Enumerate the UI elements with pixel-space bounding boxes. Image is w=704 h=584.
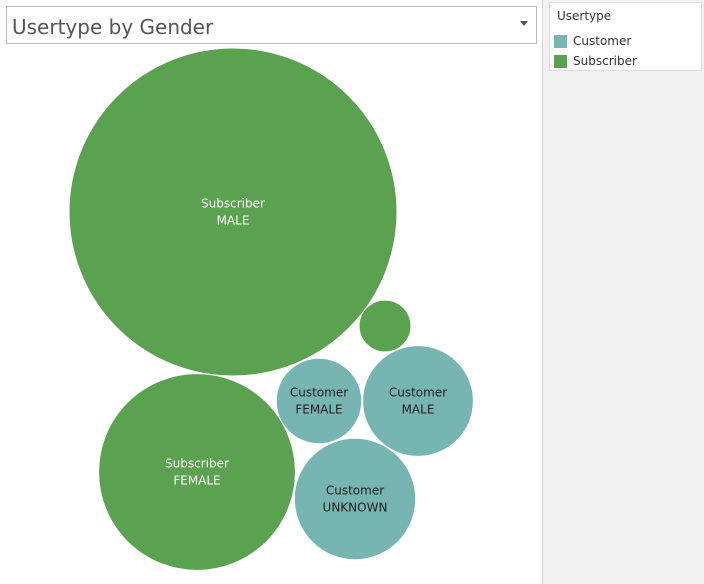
bubble-label-customer-female-1: FEMALE [295,403,342,417]
bubble-label-customer-unknown-1: UNKNOWN [323,501,388,515]
bubble-customer-unknown[interactable] [293,437,417,561]
legend-swatch-customer [554,35,567,48]
bubble-customer-female[interactable] [275,357,363,445]
side-panel: Usertype Customer Subscriber [543,0,704,584]
bubble-label-customer-female-0: Customer [290,386,348,400]
legend-swatch-subscriber [554,55,567,68]
legend-label-subscriber: Subscriber [573,54,637,68]
bubble-subscriber-unknown[interactable] [358,299,412,353]
legend-label-customer: Customer [573,34,632,48]
dropdown-arrow-icon[interactable] [520,21,528,26]
bubble-label-customer-unknown-0: Customer [326,484,384,498]
chart-title: Usertype by Gender [12,15,214,39]
bubble-label-customer-male-1: MALE [402,403,435,417]
title-dropdown[interactable]: Usertype by Gender [6,6,537,44]
bubble-label-subscriber-female-1: FEMALE [173,474,220,488]
bubble-label-customer-male-0: Customer [389,386,447,400]
legend-title: Usertype [557,9,612,23]
legend-item-subscriber[interactable]: Subscriber [554,54,694,70]
bubble-label-subscriber-female-0: Subscriber [165,457,229,471]
legend-item-customer[interactable]: Customer [554,34,694,50]
color-legend: Usertype Customer Subscriber [549,2,702,71]
bubble-chart: Subscriber MALE Subscriber FEMALE Customer FE… [68,47,474,571]
bubble-subscriber-female[interactable] [98,373,296,571]
bubble-label-subscriber-male-1: MALE [217,214,250,228]
bubble-customer-male[interactable] [362,345,474,457]
chart-area: Usertype by Gender Subscriber MALE Subscri… [6,0,543,584]
bubble-subscriber-male[interactable] [68,47,398,377]
bubble-label-subscriber-male-0: Subscriber [201,197,265,211]
